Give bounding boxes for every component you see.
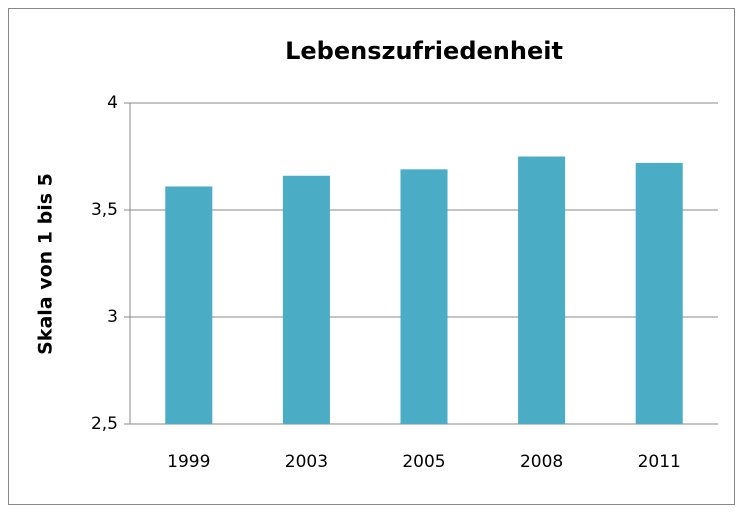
chart-title: Lebenszufriedenheit (285, 37, 563, 65)
x-tick-label: 2008 (520, 452, 563, 472)
bar (635, 162, 683, 425)
bar (518, 156, 566, 424)
x-tick-label: 2003 (285, 452, 328, 472)
x-tick-label: 2011 (638, 452, 681, 472)
bar (282, 175, 330, 424)
y-tick-label: 3,5 (91, 200, 118, 220)
x-tick-label: 1999 (167, 452, 210, 472)
y-axis-label: Skala von 1 bis 5 (35, 173, 57, 355)
x-tick-label: 2005 (402, 452, 445, 472)
y-tick-label: 2,5 (91, 414, 118, 434)
y-tick-label: 4 (107, 93, 118, 113)
bar (400, 169, 448, 424)
bar (165, 186, 213, 424)
y-tick-label: 3 (107, 307, 118, 327)
